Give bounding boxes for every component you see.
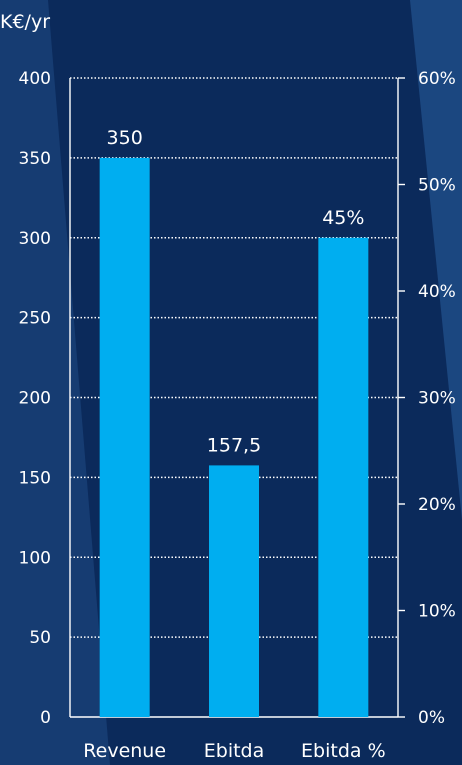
y-tick-label: 50 [29, 628, 51, 648]
y-tick-label: 350 [19, 149, 51, 169]
data-labels: 350 157,5 45% [107, 127, 365, 457]
y-tick-label: 300 [19, 229, 51, 249]
y2-tick-label: 30% [418, 389, 456, 409]
bars [99, 157, 369, 717]
x-tick-label: Ebitda % [301, 740, 386, 762]
bar-ebitda [318, 237, 369, 717]
bar-ebitda [209, 465, 259, 717]
y-tick-label: 100 [19, 548, 51, 568]
y-tick-label: 0 [40, 708, 51, 728]
y2-tick-label: 10% [418, 602, 456, 622]
y2-tick-label: 50% [418, 176, 456, 196]
background-stripe-left [0, 0, 110, 765]
x-tick-label: Revenue [83, 740, 166, 762]
background-stripe-right [410, 0, 462, 520]
y2-tick-label: 40% [418, 282, 456, 302]
y-tick-label: 200 [19, 389, 51, 409]
y2-tick-label: 20% [418, 495, 456, 515]
x-tick-label: Ebitda [204, 740, 265, 762]
y-axis-title: K€/yr [0, 11, 50, 33]
data-label: 157,5 [207, 434, 261, 456]
data-label: 350 [107, 127, 143, 149]
data-label: 45% [322, 207, 364, 229]
y-tick-label: 150 [19, 468, 51, 488]
y2-tick-label: 0% [418, 708, 445, 728]
y-tick-label: 250 [19, 309, 51, 329]
y-tick-label: 400 [19, 69, 51, 89]
tick-labels: 0 50 100 150 200 250 300 350 400 0% 10% 20% 30% 40% 50… [19, 69, 456, 762]
bar-revenue [99, 157, 150, 717]
y2-tick-label: 60% [418, 69, 456, 89]
